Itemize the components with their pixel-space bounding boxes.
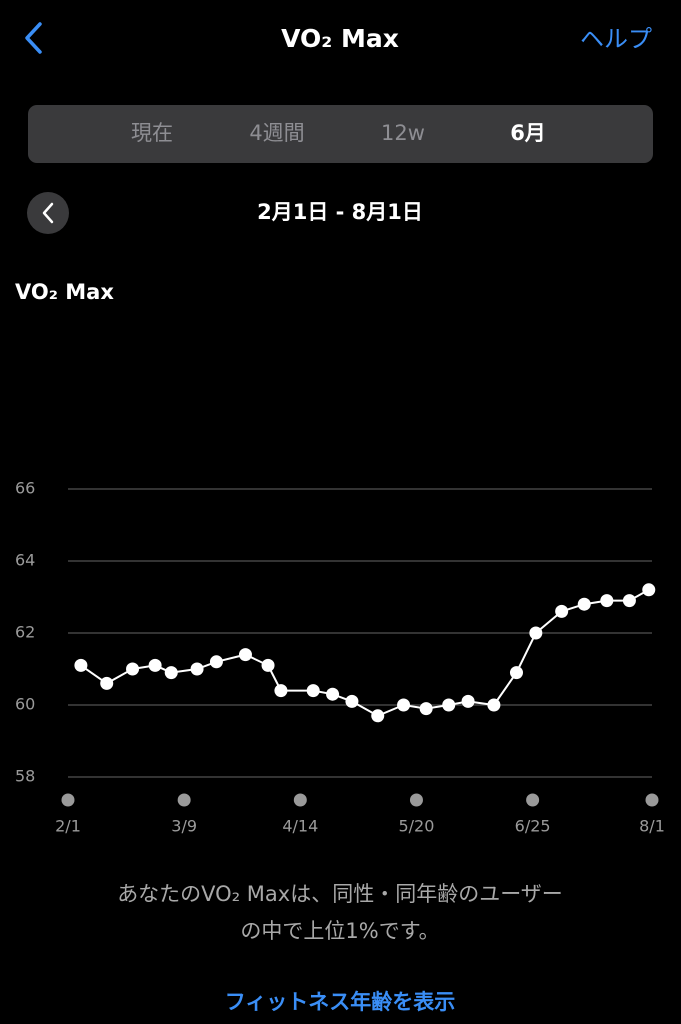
point — [274, 684, 288, 698]
back-button[interactable] — [25, 22, 42, 54]
x-tick-mark — [293, 793, 307, 807]
fitness-age-link[interactable]: フィットネス年齢を表示 — [225, 990, 456, 1014]
page-title: VO₂ Max — [281, 24, 399, 53]
prev-icon — [42, 202, 54, 224]
x-tick-label: 2/1 — [55, 817, 81, 836]
y-tick-label: 58 — [15, 767, 35, 786]
y-tick-label: 62 — [15, 623, 35, 642]
x-tick-label: 4/14 — [282, 817, 318, 836]
point — [397, 698, 411, 712]
x-tick-label: 6/25 — [515, 817, 551, 836]
point — [126, 662, 140, 676]
help-link[interactable]: ヘルプ — [580, 25, 652, 53]
chart-title: VO₂ Max — [15, 280, 114, 304]
point — [100, 676, 114, 690]
segment[interactable]: 12w — [381, 121, 425, 145]
point — [164, 666, 178, 680]
summary-line: あなたのVO₂ Maxは、同性・同年齢のユーザー — [117, 882, 563, 906]
segment[interactable]: 現在 — [131, 121, 173, 145]
point — [461, 694, 475, 708]
point — [509, 666, 523, 680]
point — [326, 687, 340, 701]
x-tick-label: 8/1 — [639, 817, 665, 836]
point — [600, 594, 614, 608]
prev-period-button[interactable] — [27, 192, 69, 234]
segment[interactable]: 4週間 — [249, 121, 304, 145]
date-range: 2月1日 - 8月1日 — [257, 200, 423, 224]
x-tick-label: 5/20 — [398, 817, 434, 836]
x-tick-mark — [177, 793, 191, 807]
point — [261, 658, 275, 672]
x-tick-mark — [409, 793, 423, 807]
segmented-control — [28, 105, 653, 163]
point — [371, 709, 385, 723]
segment[interactable]: 6月 — [510, 121, 546, 145]
point — [487, 698, 501, 712]
y-tick-label: 66 — [15, 479, 35, 498]
x-tick-mark — [61, 793, 75, 807]
x-tick-mark — [526, 793, 540, 807]
point — [148, 658, 162, 672]
point — [306, 684, 320, 698]
point — [442, 698, 456, 712]
point — [419, 702, 433, 716]
point — [555, 604, 569, 618]
point — [238, 648, 252, 662]
point — [74, 658, 88, 672]
y-tick-label: 60 — [15, 695, 35, 714]
x-tick-label: 3/9 — [171, 817, 197, 836]
point — [345, 694, 359, 708]
y-tick-label: 64 — [15, 551, 35, 570]
summary-line: の中で上位1%です。 — [240, 919, 439, 943]
point — [642, 583, 656, 597]
point — [622, 594, 636, 608]
x-tick-mark — [645, 793, 659, 807]
point — [190, 662, 204, 676]
point — [577, 597, 591, 611]
point — [209, 655, 223, 669]
point — [529, 626, 543, 640]
